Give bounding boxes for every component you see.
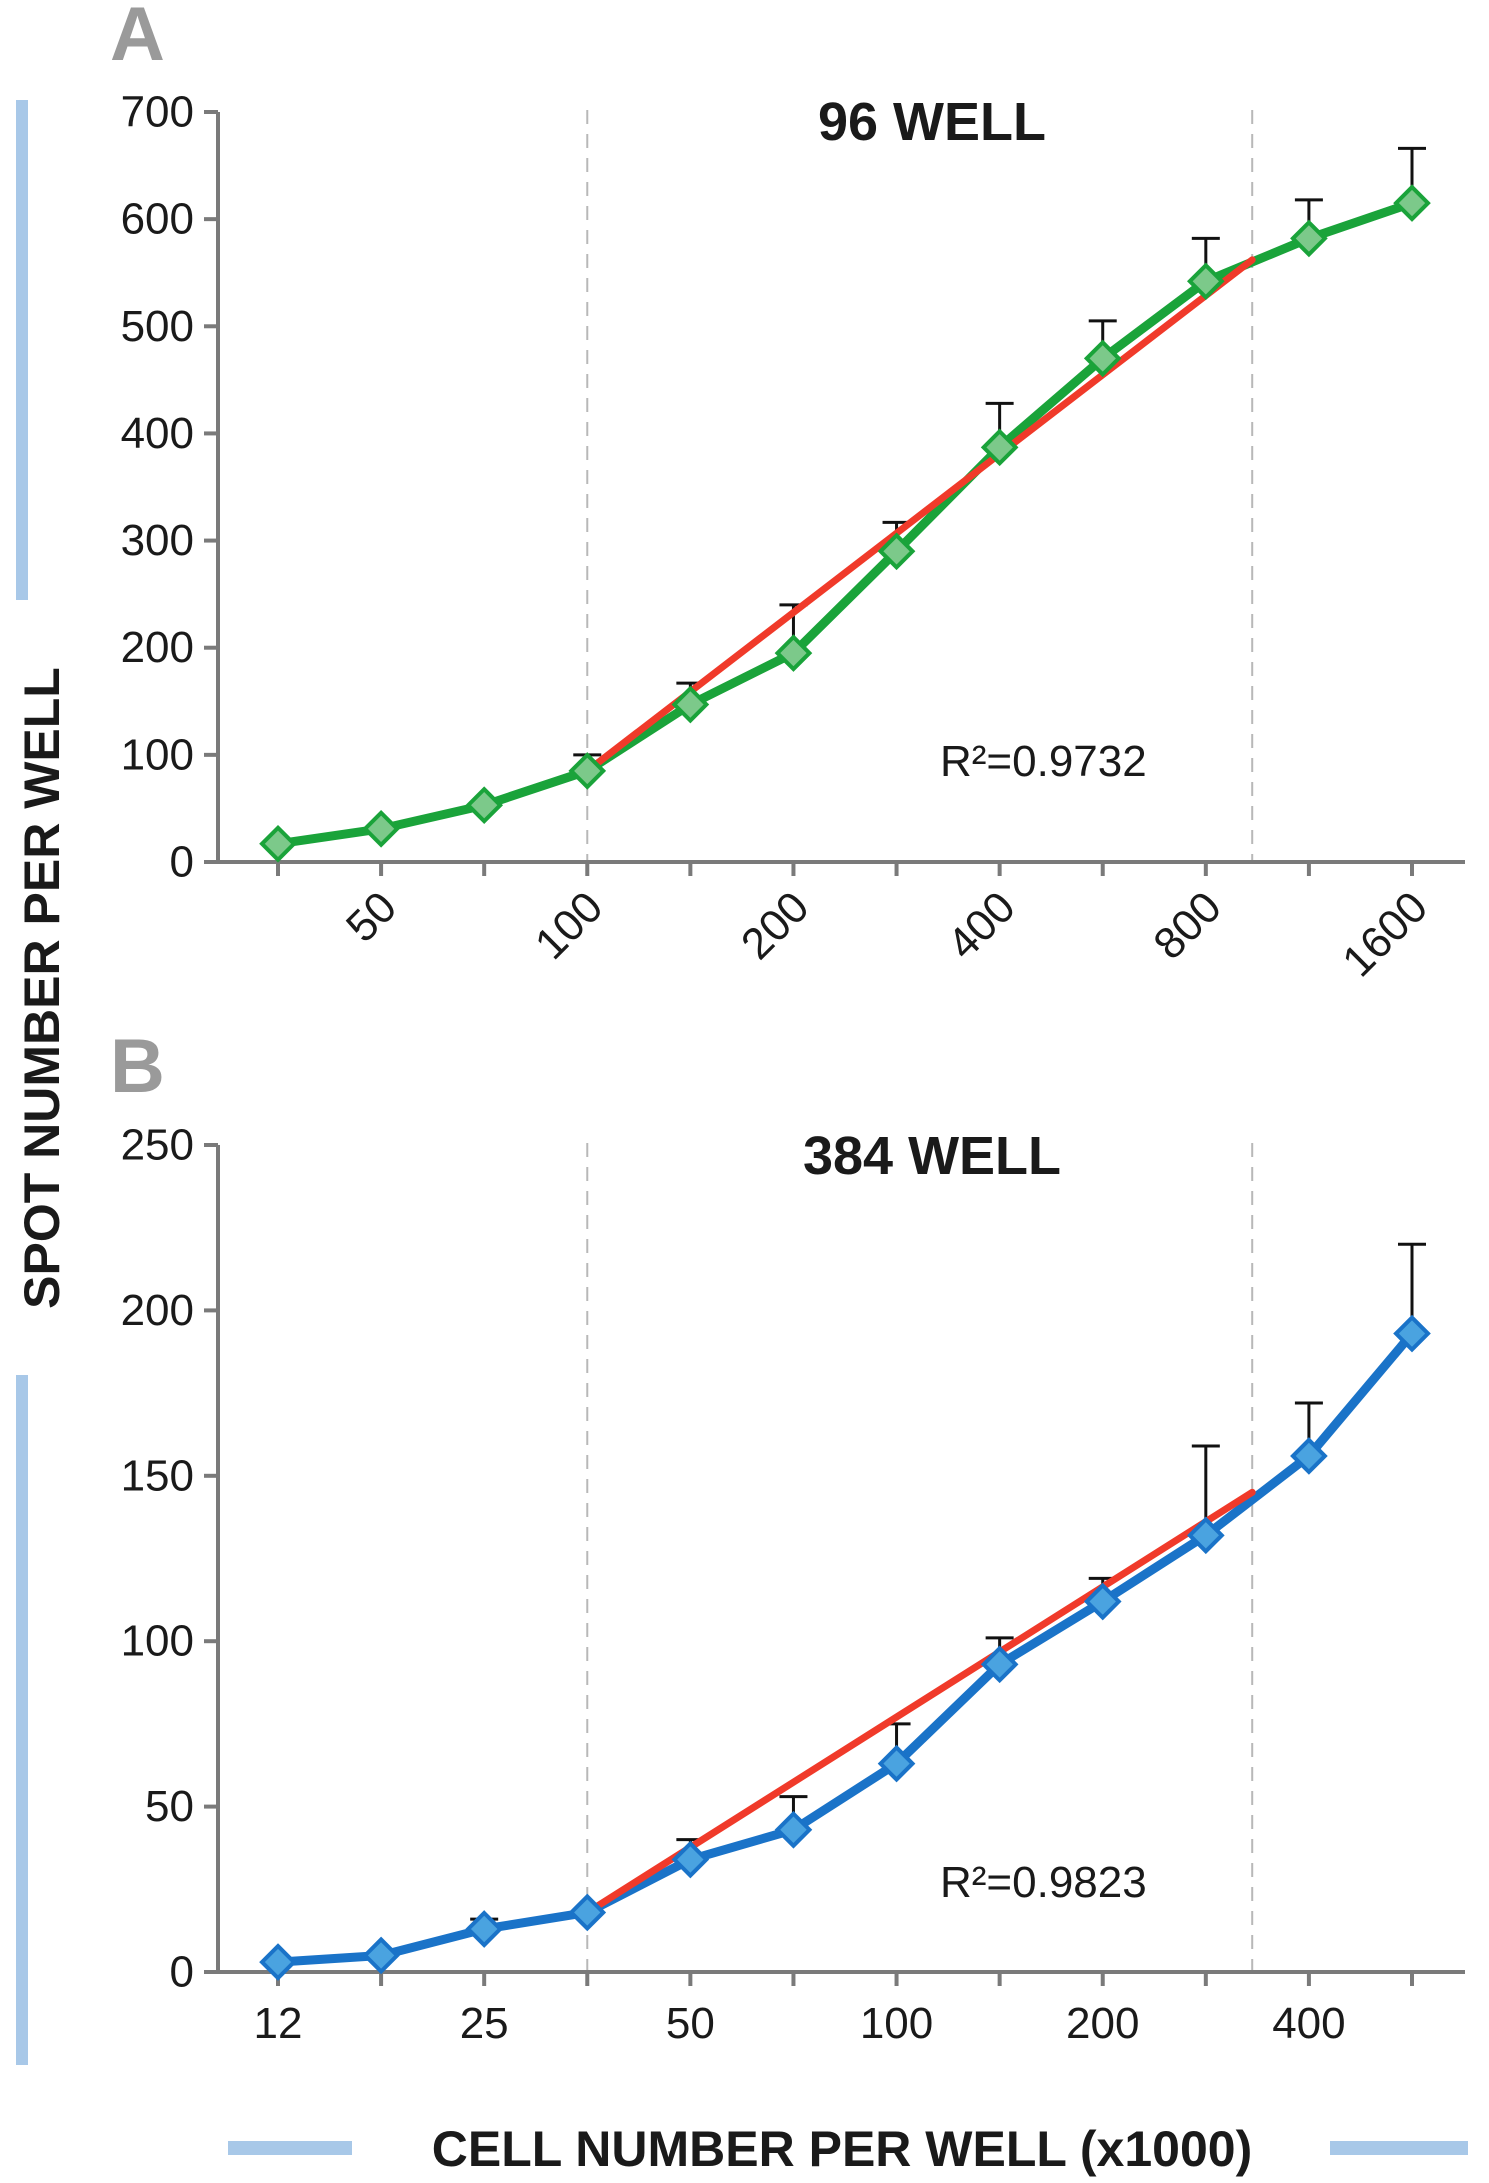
- panel-a-data-point: [259, 824, 297, 863]
- panel-b-fit-line: [583, 1488, 1256, 1916]
- panel-b-x-tick-label: 200: [1066, 1999, 1139, 2048]
- panel-b-data-point: [1393, 1314, 1431, 1353]
- panel-b-x-tick-label: 25: [460, 1999, 509, 2048]
- x-accent-bar-left: [228, 2141, 352, 2155]
- panel-label-b: B: [110, 1024, 165, 1109]
- y-accent-bar-bottom: [16, 1375, 28, 2065]
- x-axis-label: CELL NUMBER PER WELL (x1000): [432, 2121, 1253, 2177]
- panel-b-data-point: [774, 1810, 813, 1849]
- panel-b-x-tick-label: 12: [254, 1999, 303, 2048]
- panel-b-series-line: [273, 1329, 1417, 1967]
- panel-label-a: A: [110, 0, 165, 77]
- panel-b-y-tick-label: 100: [121, 1617, 194, 1666]
- panel-b-x-tick-label: 100: [860, 1999, 933, 2048]
- panel-a-y-tick-label: 200: [121, 623, 194, 672]
- panel-b-data-point: [259, 1943, 297, 1981]
- panel-a-y-tick-label: 700: [121, 88, 194, 137]
- panel-a-x-tick-label: 1600: [1333, 882, 1437, 986]
- panel-b-data-point: [1290, 1437, 1328, 1475]
- panel-a-y-tick-label: 400: [121, 409, 194, 458]
- panel-a-x-tick-label: 800: [1144, 882, 1231, 969]
- panel-b-chart: 0 50 100 150 200 250 12 25 50 100 200 400: [121, 1121, 1465, 2048]
- panel-a-data-point: [465, 786, 504, 825]
- panel-b-x-tick-label: 400: [1272, 1999, 1345, 2048]
- y-accent-bar-top: [16, 100, 28, 600]
- panel-b-data-point: [362, 1936, 400, 1975]
- panel-a-data-point: [568, 752, 607, 790]
- panel-a-data-point: [671, 685, 710, 724]
- panel-b-y-tick-label: 250: [121, 1121, 194, 1170]
- panel-b-y-tick-label: 150: [121, 1451, 194, 1500]
- panel-b-r2: R²=0.9823: [940, 1858, 1147, 1907]
- x-accent-bar-right: [1330, 2141, 1468, 2155]
- panel-a-y-tick-label: 100: [121, 730, 194, 779]
- panel-a-title: 96 WELL: [818, 92, 1046, 152]
- panel-a-fit-line: [583, 256, 1256, 775]
- y-axis-label: SPOT NUMBER PER WELL: [14, 667, 70, 1309]
- panel-a-data-point: [1083, 339, 1122, 378]
- panel-a-y-tick-label: 500: [121, 302, 194, 351]
- panel-a-r2: R²=0.9732: [940, 737, 1147, 786]
- panel-b-data-point: [671, 1840, 710, 1879]
- panel-a-y-tick-label: 300: [121, 516, 194, 565]
- panel-a-data-point: [877, 532, 916, 571]
- panel-b-title: 384 WELL: [803, 1126, 1061, 1186]
- panel-b-data-point: [980, 1645, 1019, 1684]
- panel-a-x-tick-label: 400: [938, 882, 1025, 969]
- panel-a-data-point: [774, 634, 813, 672]
- panel-b-data-point: [568, 1893, 607, 1932]
- panel-a-data-point: [980, 428, 1019, 467]
- panel-b-y-tick-label: 0: [170, 1948, 194, 1997]
- panel-b-y-tick-label: 50: [145, 1782, 194, 1831]
- panel-a-y-tick-label: 0: [170, 838, 194, 887]
- panel-a-series-line: [273, 198, 1417, 849]
- panel-a-x-tick-label: 100: [526, 882, 613, 969]
- panel-a-x-tick-label: 50: [337, 882, 406, 951]
- panel-a-data-point: [362, 809, 400, 848]
- panel-b-x-tick-label: 50: [666, 1999, 715, 2048]
- panel-b-data-point: [465, 1910, 504, 1948]
- panel-a-data-point: [1393, 184, 1431, 222]
- panel-a-chart: 0 100 200 300 400 500 600 700 50 100 200 400 800 1600: [121, 88, 1465, 986]
- panel-b-data-point: [1186, 1516, 1225, 1555]
- panel-a-data-point: [1186, 262, 1225, 301]
- panel-b-data-point: [877, 1744, 916, 1783]
- panel-a-y-tick-label: 600: [121, 195, 194, 244]
- panel-b-y-tick-label: 200: [121, 1286, 194, 1335]
- panel-a-data-point: [1290, 219, 1328, 258]
- panel-a-x-tick-label: 200: [732, 882, 819, 969]
- panel-b-data-point: [1083, 1582, 1122, 1621]
